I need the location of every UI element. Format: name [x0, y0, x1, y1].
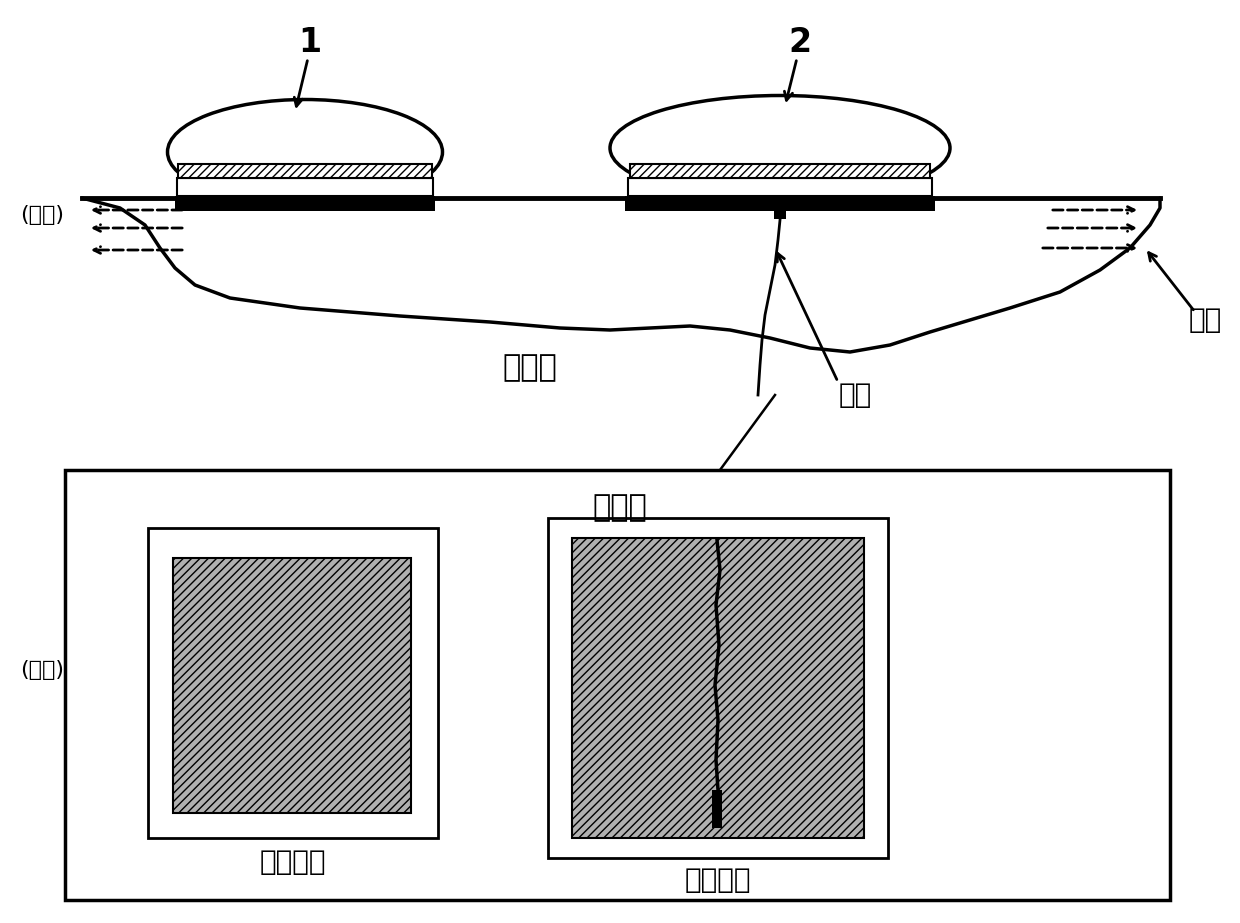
Ellipse shape [167, 100, 443, 205]
Text: 钉结构: 钉结构 [593, 494, 647, 522]
Bar [179, 164, 432, 178]
Text: 1: 1 [299, 26, 321, 58]
Bar [148, 528, 438, 838]
Text: 补偿天线: 补偿天线 [259, 848, 326, 876]
Bar [774, 199, 786, 219]
Bar [64, 470, 1171, 900]
Bar [627, 178, 932, 196]
Bar [174, 558, 410, 813]
Text: 测量天线: 测量天线 [684, 866, 751, 894]
Text: 载荷: 载荷 [1188, 306, 1221, 334]
Bar [175, 196, 435, 211]
Text: 2: 2 [789, 26, 811, 58]
Bar [630, 164, 930, 178]
Text: 裂纹: 裂纹 [838, 381, 872, 409]
Ellipse shape [610, 95, 950, 200]
Bar [572, 538, 864, 838]
Text: (俳视): (俳视) [20, 660, 64, 680]
Bar [625, 196, 935, 211]
Bar [177, 178, 433, 196]
Bar [548, 518, 888, 858]
Text: 钉结构: 钉结构 [502, 354, 557, 382]
Bar [712, 790, 722, 828]
Text: (正视): (正视) [20, 205, 64, 225]
